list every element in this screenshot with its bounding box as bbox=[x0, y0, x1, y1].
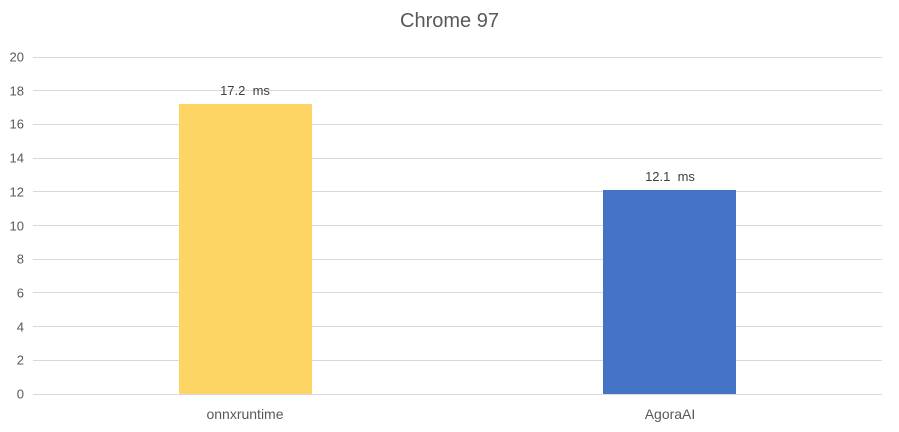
y-axis-tick-label: 0 bbox=[16, 386, 24, 402]
bar-onnxruntime bbox=[179, 104, 312, 394]
y-axis-tick-label: 12 bbox=[9, 184, 24, 200]
y-axis-tick-label: 2 bbox=[16, 352, 24, 368]
gridline bbox=[33, 326, 882, 328]
y-axis-tick-label: 10 bbox=[9, 218, 24, 233]
y-axis-tick-label: 6 bbox=[16, 285, 24, 301]
x-category-label: onnxruntime bbox=[206, 406, 284, 422]
gridline bbox=[33, 225, 882, 226]
y-axis-tick-label: 14 bbox=[9, 150, 24, 166]
bar-value-label: 17.2 ms bbox=[220, 83, 270, 98]
y-axis-tick-label: 16 bbox=[9, 116, 24, 132]
gridline bbox=[33, 191, 882, 193]
y-axis-tick-label: 20 bbox=[9, 49, 24, 65]
gridline bbox=[33, 359, 882, 361]
x-category-label: AgoraAI bbox=[644, 406, 696, 422]
gridline bbox=[33, 56, 882, 58]
gridline bbox=[33, 157, 882, 159]
bar-AgoraAI bbox=[603, 190, 736, 394]
gridline bbox=[33, 90, 882, 92]
gridline bbox=[33, 292, 882, 294]
gridline bbox=[33, 393, 882, 395]
gridline bbox=[33, 123, 882, 125]
y-axis-tick-label: 4 bbox=[16, 319, 24, 335]
chart-title: Chrome 97 bbox=[400, 10, 499, 32]
bar-value-label: 12.1 ms bbox=[645, 169, 695, 184]
y-axis-tick-label: 18 bbox=[9, 83, 24, 99]
gridline bbox=[33, 258, 882, 260]
y-axis-tick-label: 8 bbox=[16, 251, 24, 267]
